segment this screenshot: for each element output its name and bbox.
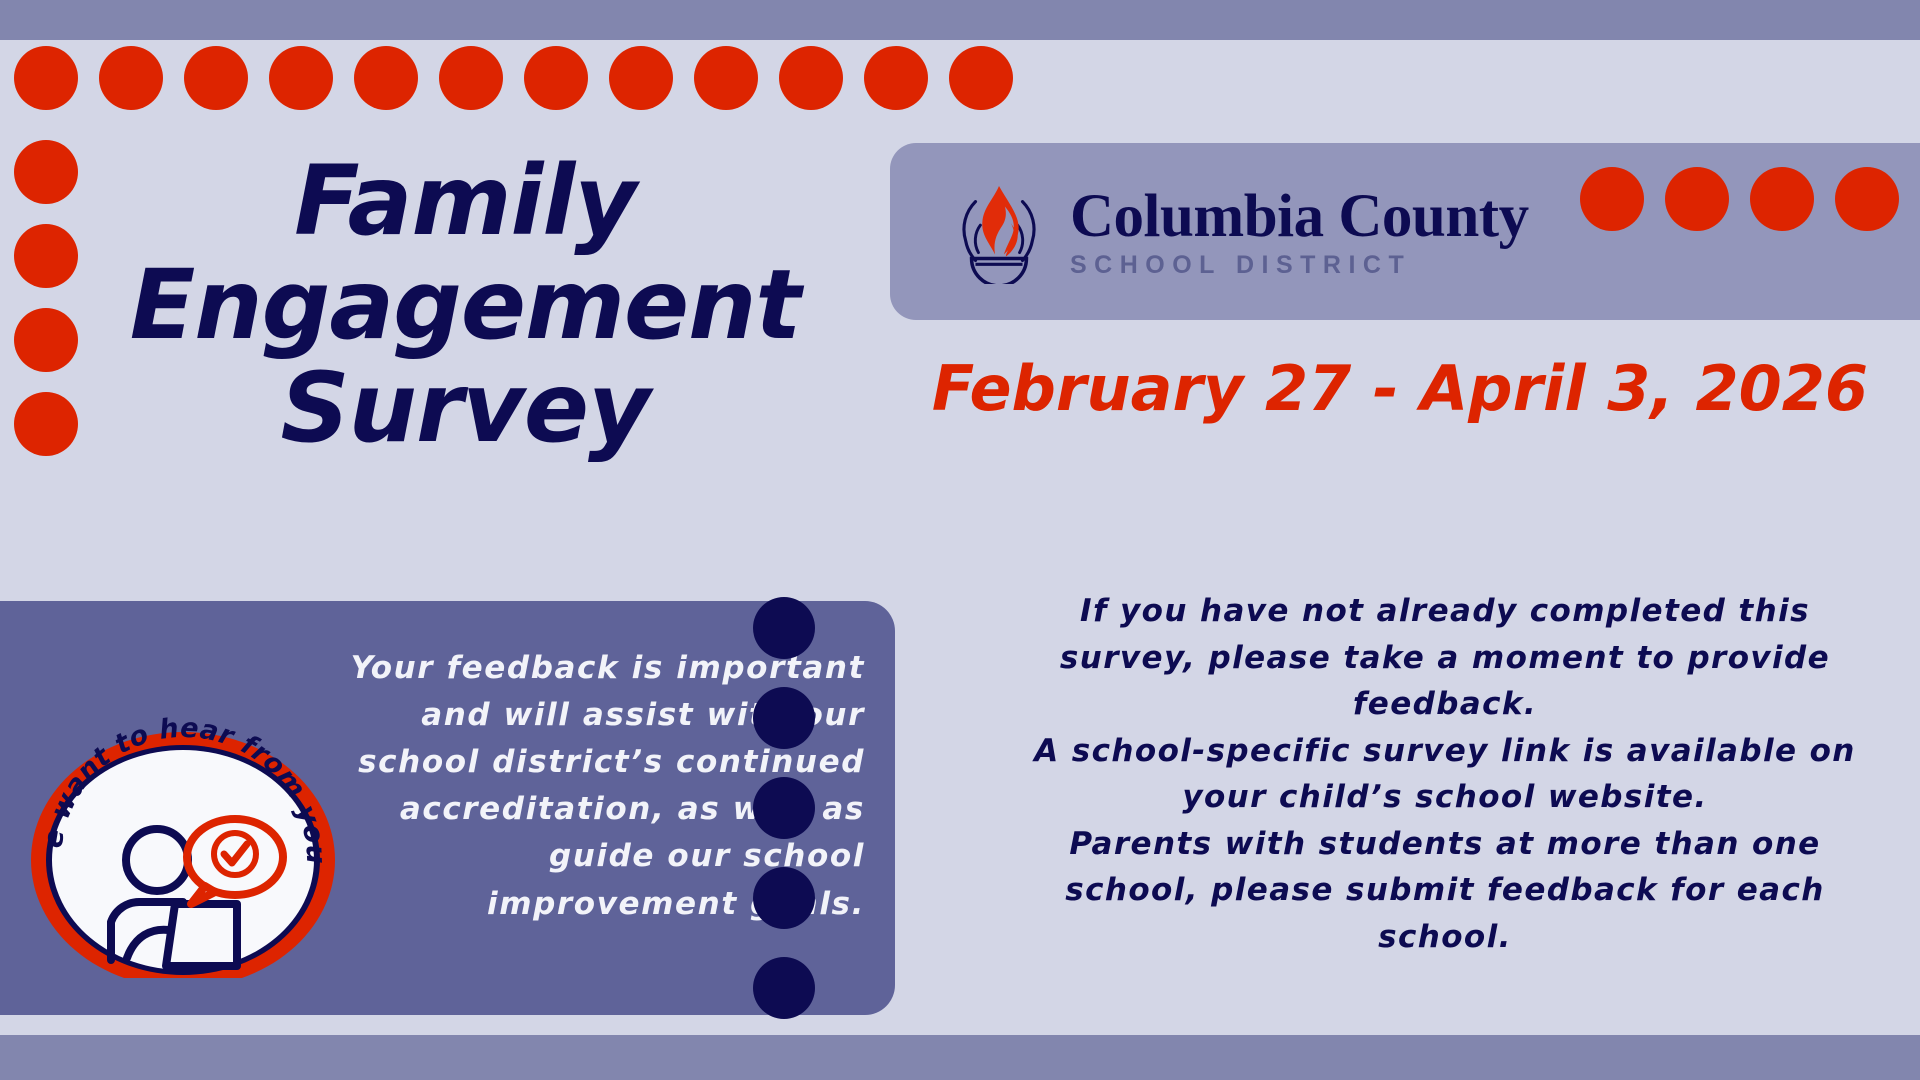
- red-dot: [864, 46, 928, 110]
- red-dot: [779, 46, 843, 110]
- navy-dot: [753, 777, 815, 839]
- bottom-band: [0, 1035, 1920, 1080]
- survey-date-range: February 27 - April 3, 2026: [931, 352, 1869, 425]
- red-dot: [609, 46, 673, 110]
- red-dot: [1580, 167, 1644, 231]
- page-title-line-3: Survey: [280, 352, 650, 465]
- we-want-to-hear-from-you-badge: We want to hear from you!: [9, 684, 341, 988]
- red-dot: [269, 46, 333, 110]
- navy-dot: [753, 867, 815, 929]
- instructions-block: If you have not already completed this s…: [1010, 588, 1880, 960]
- district-logo: Columbia County SCHOOL DISTRICT: [950, 180, 1529, 288]
- red-dot: [694, 46, 758, 110]
- navy-dot: [753, 597, 815, 659]
- red-dot: [439, 46, 503, 110]
- red-dot: [14, 140, 78, 204]
- district-name: Columbia County: [1070, 182, 1529, 250]
- district-logo-wordmark: Columbia County SCHOOL DISTRICT: [1070, 186, 1529, 278]
- red-dot: [1665, 167, 1729, 231]
- red-dot: [14, 308, 78, 372]
- red-dot: [949, 46, 1013, 110]
- page-title-line-2: Engagement: [129, 248, 802, 361]
- navy-dot: [753, 687, 815, 749]
- flame-torch-icon: [950, 180, 1048, 288]
- red-dot: [14, 46, 78, 110]
- red-dot: [99, 46, 163, 110]
- top-band: [0, 0, 1920, 40]
- district-logo-band: Columbia County SCHOOL DISTRICT: [890, 143, 1920, 320]
- red-dot: [524, 46, 588, 110]
- instruction-paragraph-1: If you have not already completed this s…: [1059, 593, 1831, 722]
- instruction-paragraph-3: Parents with students at more than one s…: [1065, 825, 1825, 955]
- instruction-paragraph-2: A school-specific survey link is availab…: [1034, 732, 1856, 816]
- district-subtitle: SCHOOL DISTRICT: [1070, 250, 1412, 279]
- red-dot: [1750, 167, 1814, 231]
- red-dot: [1835, 167, 1899, 231]
- page-title-line-1: Family: [294, 145, 637, 257]
- red-dot: [184, 46, 248, 110]
- page-title: Family Engagement Survey: [90, 145, 840, 465]
- red-dot: [14, 224, 78, 288]
- red-dot: [354, 46, 418, 110]
- red-dot: [14, 392, 78, 456]
- navy-dot: [753, 957, 815, 1019]
